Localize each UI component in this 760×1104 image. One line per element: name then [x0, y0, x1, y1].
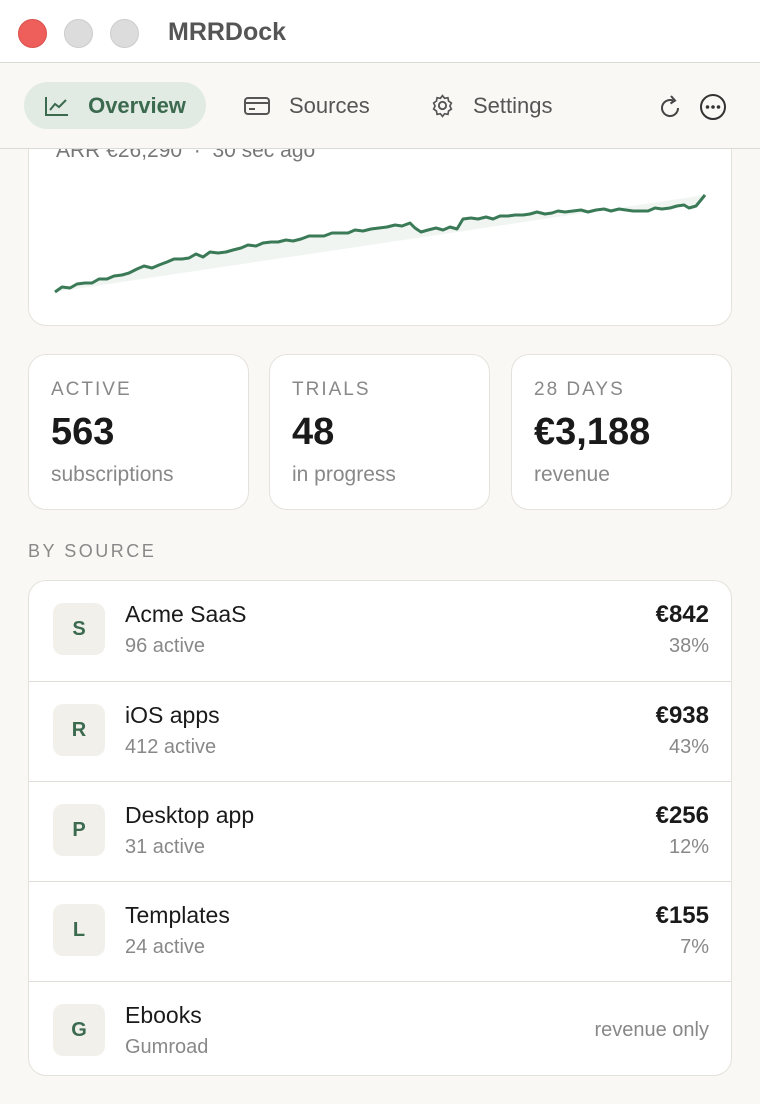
source-share: 12%: [668, 836, 709, 858]
toolbar: Overview Sources Settings: [0, 63, 760, 149]
sources-icon: [244, 96, 270, 115]
source-note: revenue only: [594, 1019, 709, 1041]
sparkline-line: [54, 194, 707, 294]
stat-card: 28 DAYS €3,188 revenue: [511, 354, 732, 510]
stat-label: 28 DAYS: [534, 379, 625, 400]
overview-icon: [45, 96, 69, 116]
zoom-button[interactable]: [110, 19, 139, 48]
stat-value: €3,188: [534, 411, 651, 453]
source-row[interactable]: P Desktop app 31 active €256 12%: [29, 781, 731, 881]
source-revenue: €155: [655, 902, 709, 929]
source-name: Desktop app: [125, 802, 255, 828]
source-row[interactable]: S Acme SaaS 96 active €842 38%: [29, 581, 731, 681]
tab-label: Settings: [473, 92, 553, 118]
source-name: Ebooks: [125, 1002, 202, 1028]
source-share: 7%: [680, 936, 709, 958]
chart-card: [28, 149, 732, 326]
source-avatar: P: [53, 804, 105, 856]
source-detail: 412 active: [125, 736, 217, 758]
source-avatar: R: [53, 704, 105, 756]
stat-label: ACTIVE: [51, 379, 132, 400]
section-title: BY SOURCE: [28, 541, 157, 561]
stat-value: 48: [292, 411, 335, 453]
source-revenue: €938: [655, 702, 709, 729]
sparkline: [54, 194, 707, 294]
window-title: MRRDock: [168, 18, 287, 46]
source-avatar: L: [53, 904, 105, 956]
updated-age: 30 sec ago: [212, 149, 316, 162]
source-name: iOS apps: [125, 702, 220, 728]
tab[interactable]: Overview: [24, 82, 206, 129]
source-avatar: S: [53, 603, 105, 655]
source-detail: 96 active: [125, 635, 206, 657]
chart-caption: ARR €26,290 · 30 sec ago: [56, 149, 315, 163]
source-avatar: G: [53, 1004, 105, 1056]
settings-icon: [432, 94, 453, 118]
tab-label: Overview: [88, 92, 186, 118]
stat-label: TRIALS: [292, 379, 371, 400]
stat-caption: revenue: [534, 463, 610, 486]
refresh-button[interactable]: [659, 94, 683, 120]
stat-value: 563: [51, 411, 115, 453]
content: ARR €26,290 · 30 sec ago ACTIVE 563 subscr…: [0, 149, 760, 1104]
stat-card: ACTIVE 563 subscriptions: [28, 354, 249, 510]
source-detail: 24 active: [125, 936, 206, 958]
close-button[interactable]: [18, 19, 47, 48]
stat-caption: subscriptions: [51, 463, 174, 486]
minimize-button[interactable]: [64, 19, 93, 48]
more-button[interactable]: [699, 93, 727, 121]
source-share: 38%: [668, 635, 709, 657]
stat-caption: in progress: [292, 463, 396, 486]
arr-value: ARR €26,290: [56, 149, 183, 162]
stat-card: TRIALS 48 in progress: [269, 354, 490, 510]
source-revenue: €842: [655, 601, 709, 628]
tab[interactable]: Settings: [430, 82, 553, 129]
sparkline-area: [55, 195, 705, 292]
source-row[interactable]: L Templates 24 active €155 7%: [29, 881, 731, 981]
source-share: 43%: [668, 736, 709, 758]
source-detail: 31 active: [125, 836, 206, 858]
tab[interactable]: Sources: [243, 82, 370, 129]
tab-label: Sources: [289, 92, 370, 118]
source-detail: Gumroad: [125, 1036, 209, 1058]
source-name: Acme SaaS: [125, 601, 247, 627]
source-name: Templates: [125, 902, 230, 928]
source-revenue: €256: [655, 802, 709, 829]
source-row[interactable]: G Ebooks Gumroad revenue only: [29, 981, 731, 1075]
title-bar: MRRDock: [0, 0, 760, 63]
